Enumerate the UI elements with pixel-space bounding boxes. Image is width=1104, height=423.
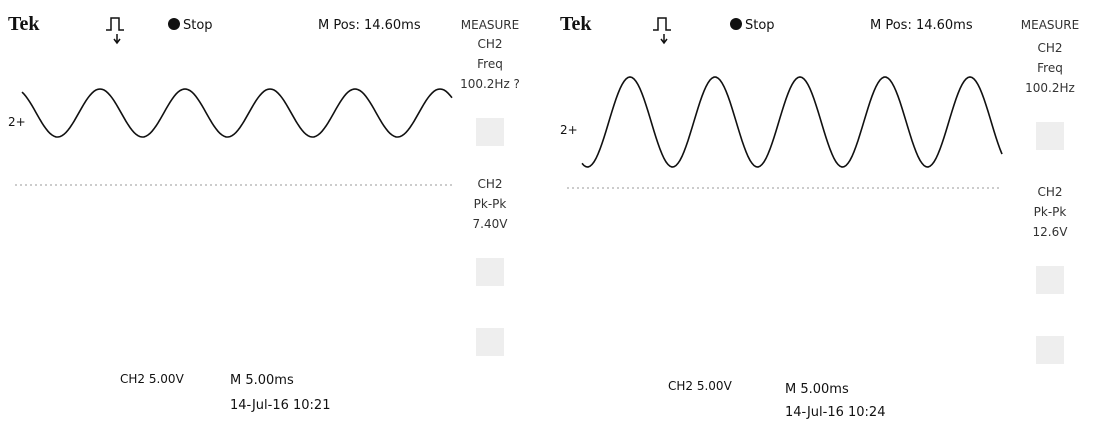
channel-scale: CH2 5.00V bbox=[668, 379, 733, 393]
trigger-icon bbox=[106, 18, 124, 43]
waveform bbox=[582, 77, 1002, 167]
measure-source: CH2 bbox=[1037, 185, 1062, 199]
measure-type: Pk-Pk bbox=[474, 197, 507, 211]
trigger-icon bbox=[653, 18, 671, 43]
faint-slot bbox=[1036, 122, 1064, 150]
faint-slot bbox=[1036, 336, 1064, 364]
measure-source: CH2 bbox=[477, 177, 502, 191]
timebase: M 5.00ms bbox=[230, 373, 294, 388]
status: Stop bbox=[183, 18, 213, 33]
timebase: M 5.00ms bbox=[785, 382, 849, 397]
measure-type: Pk-Pk bbox=[1034, 205, 1067, 219]
channel-marker: 2+ bbox=[8, 115, 26, 129]
channel-marker: 2+ bbox=[560, 123, 578, 137]
measure-value: 100.2Hz ? bbox=[460, 77, 520, 91]
faint-slot bbox=[476, 328, 504, 356]
brand: Tek bbox=[8, 13, 40, 35]
screenshot: Tek Stop M Pos: 14.60ms MEASURE CH2 Freq 100.2… bbox=[0, 0, 1104, 423]
faint-slot bbox=[1036, 266, 1064, 294]
m-position: M Pos: 14.60ms bbox=[870, 18, 973, 33]
faint-slot bbox=[476, 258, 504, 286]
timestamp: 14-Jul-16 10:24 bbox=[785, 405, 885, 420]
brand: Tek bbox=[560, 13, 592, 35]
measure-value: 12.6V bbox=[1033, 225, 1069, 239]
scope-panel: Tek Stop M Pos: 14.60ms MEASURE CH2 Freq 100.2… bbox=[8, 13, 520, 413]
measure-value: 7.40V bbox=[473, 217, 509, 231]
measure-source: CH2 bbox=[477, 37, 502, 51]
channel-scale: CH2 5.00V bbox=[120, 372, 185, 386]
measure-source: CH2 bbox=[1037, 41, 1062, 55]
faint-slot bbox=[476, 118, 504, 146]
timestamp: 14-Jul-16 10:21 bbox=[230, 398, 330, 413]
status-dot bbox=[168, 18, 180, 30]
status-dot bbox=[730, 18, 742, 30]
status: Stop bbox=[745, 18, 775, 33]
measure-type: Freq bbox=[477, 57, 503, 71]
measure-title: MEASURE bbox=[1021, 18, 1079, 32]
measure-title: MEASURE bbox=[461, 18, 519, 32]
measure-value: 100.2Hz bbox=[1025, 81, 1075, 95]
scope-panel: Tek Stop M Pos: 14.60ms MEASURE CH2 Freq 100.2… bbox=[560, 13, 1079, 420]
waveform bbox=[22, 89, 452, 137]
m-position: M Pos: 14.60ms bbox=[318, 18, 421, 33]
measure-type: Freq bbox=[1037, 61, 1063, 75]
